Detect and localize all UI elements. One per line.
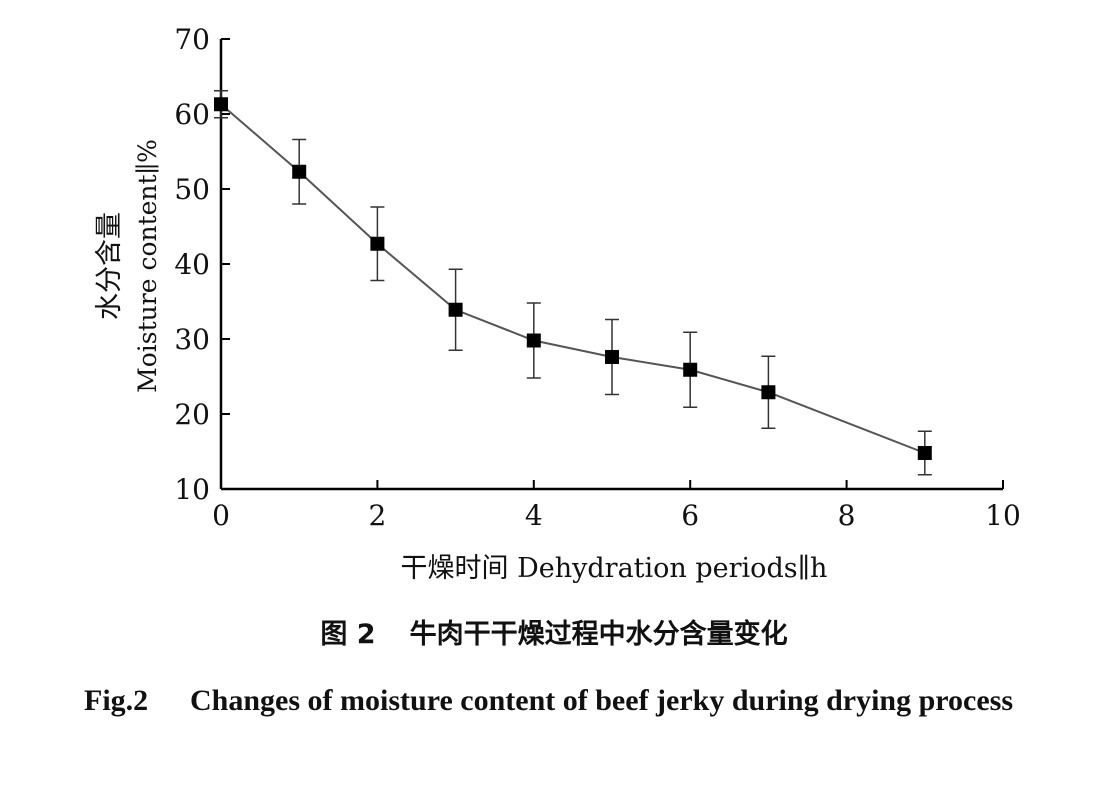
y-tick-label: 70 (174, 23, 210, 56)
x-tick-label: 6 (681, 499, 699, 532)
figure-caption-chinese: 图 2 牛肉干干燥过程中水分含量变化 (0, 612, 1108, 651)
y-tick-label: 40 (174, 248, 210, 281)
data-point (448, 302, 463, 317)
figure-title-en: Changes of moisture content of beef jerk… (190, 684, 1014, 717)
y-tick-label: 10 (174, 473, 210, 506)
y-axis-label-en: Moisture content∥% (133, 139, 162, 393)
data-point (683, 362, 698, 377)
figure-title-cn: 牛肉干干燥过程中水分含量变化 (409, 619, 788, 650)
chart-series (214, 90, 932, 476)
figure-caption-english: Fig.2 Changes of moisture content of bee… (84, 672, 1024, 730)
data-point (214, 97, 228, 112)
y-tick-label: 50 (174, 173, 210, 206)
y-axis-label-cn: 水分含量 (94, 212, 125, 320)
y-tick-label: 60 (174, 98, 210, 131)
series-line (220, 103, 926, 454)
data-point (761, 385, 776, 400)
data-point (292, 164, 307, 179)
moisture-content-chart: 10 20 30 40 50 60 70 0 2 4 6 8 10 干燥时间 Dehydration p… (94, 23, 1021, 584)
x-tick-label: 4 (525, 499, 543, 532)
x-tick-label: 0 (212, 499, 230, 532)
y-tick-label: 20 (174, 398, 210, 431)
y-tick-label: 30 (174, 323, 210, 356)
x-tick-label: 8 (838, 499, 856, 532)
data-point (526, 333, 541, 348)
x-axis-label: 干燥时间 Dehydration periods∥h (401, 553, 828, 584)
figure-number-cn: 图 2 (320, 619, 376, 650)
chart-axes (219, 39, 1003, 491)
x-tick-label: 2 (368, 499, 386, 532)
figure-number-en: Fig.2 (84, 684, 149, 717)
data-point (605, 350, 619, 364)
data-point (917, 446, 932, 460)
chart-ticks: 10 20 30 40 50 60 70 0 2 4 6 8 10 (174, 23, 1020, 532)
x-tick-label: 10 (985, 499, 1021, 532)
data-point (370, 236, 385, 251)
